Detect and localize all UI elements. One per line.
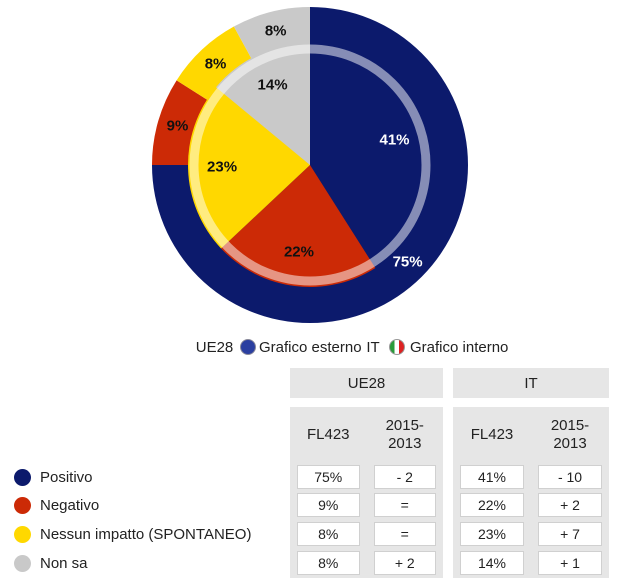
legend-label: UE28: [195, 338, 234, 356]
table-cell: =: [373, 522, 436, 546]
table-cell: =: [373, 493, 436, 517]
data-label: 8%: [265, 22, 287, 39]
row-label: Non sa: [40, 554, 88, 572]
table-cell: + 7: [538, 522, 602, 546]
legend-dot: [14, 469, 31, 486]
table-cell: - 10: [538, 465, 602, 489]
table-cell: 22%: [460, 493, 524, 517]
pie-slice: [188, 87, 310, 249]
ring-separator: [189, 44, 431, 286]
table-cell: - 2: [373, 465, 436, 489]
data-label: 8%: [205, 55, 227, 72]
table-cell: + 2: [538, 493, 602, 517]
row-label: Positivo: [40, 468, 93, 486]
legend-label: Grafico esterno: [259, 338, 362, 356]
table-cell: 8%: [297, 522, 360, 546]
table-column-header: 2015-2013: [385, 417, 424, 452]
data-label: 23%: [207, 159, 237, 176]
table-subheader-bg: [290, 407, 443, 578]
legend-icon: [240, 339, 256, 355]
data-label: 22%: [284, 243, 314, 260]
data-label: 9%: [167, 117, 189, 134]
legend-dot: [14, 497, 31, 514]
legend-dot: [14, 526, 31, 543]
table-cell: 75%: [297, 465, 360, 489]
table-cell: 8%: [297, 551, 360, 575]
table-cell: + 2: [373, 551, 436, 575]
table-cell: 41%: [460, 465, 524, 489]
table-group-header: IT: [453, 368, 609, 398]
table-cell: 9%: [297, 493, 360, 517]
row-label: Nessun impatto (SPONTANEO): [40, 525, 252, 543]
data-label: 14%: [258, 76, 288, 93]
legend-label: IT: [366, 338, 380, 356]
data-label: 75%: [393, 254, 423, 271]
data-label: 41%: [379, 131, 409, 148]
chart: 75% 9% 8% 8% 41% 22% 23% 14%: [152, 7, 468, 323]
table-cell: + 1: [538, 551, 602, 575]
legend-icon: [389, 339, 405, 355]
table-column-header: FL423: [306, 426, 350, 443]
table-column-header: 2015-2013: [550, 417, 590, 452]
legend-dot: [14, 555, 31, 572]
table-group-header: UE28: [290, 368, 443, 398]
table-cell: 14%: [460, 551, 524, 575]
table-column-header: FL423: [470, 426, 514, 443]
table-subheader-bg: [453, 407, 609, 578]
table-cell: 23%: [460, 522, 524, 546]
pie-slice: [221, 165, 376, 287]
row-label: Negativo: [40, 496, 100, 514]
legend-label: Grafico interno: [410, 338, 509, 356]
